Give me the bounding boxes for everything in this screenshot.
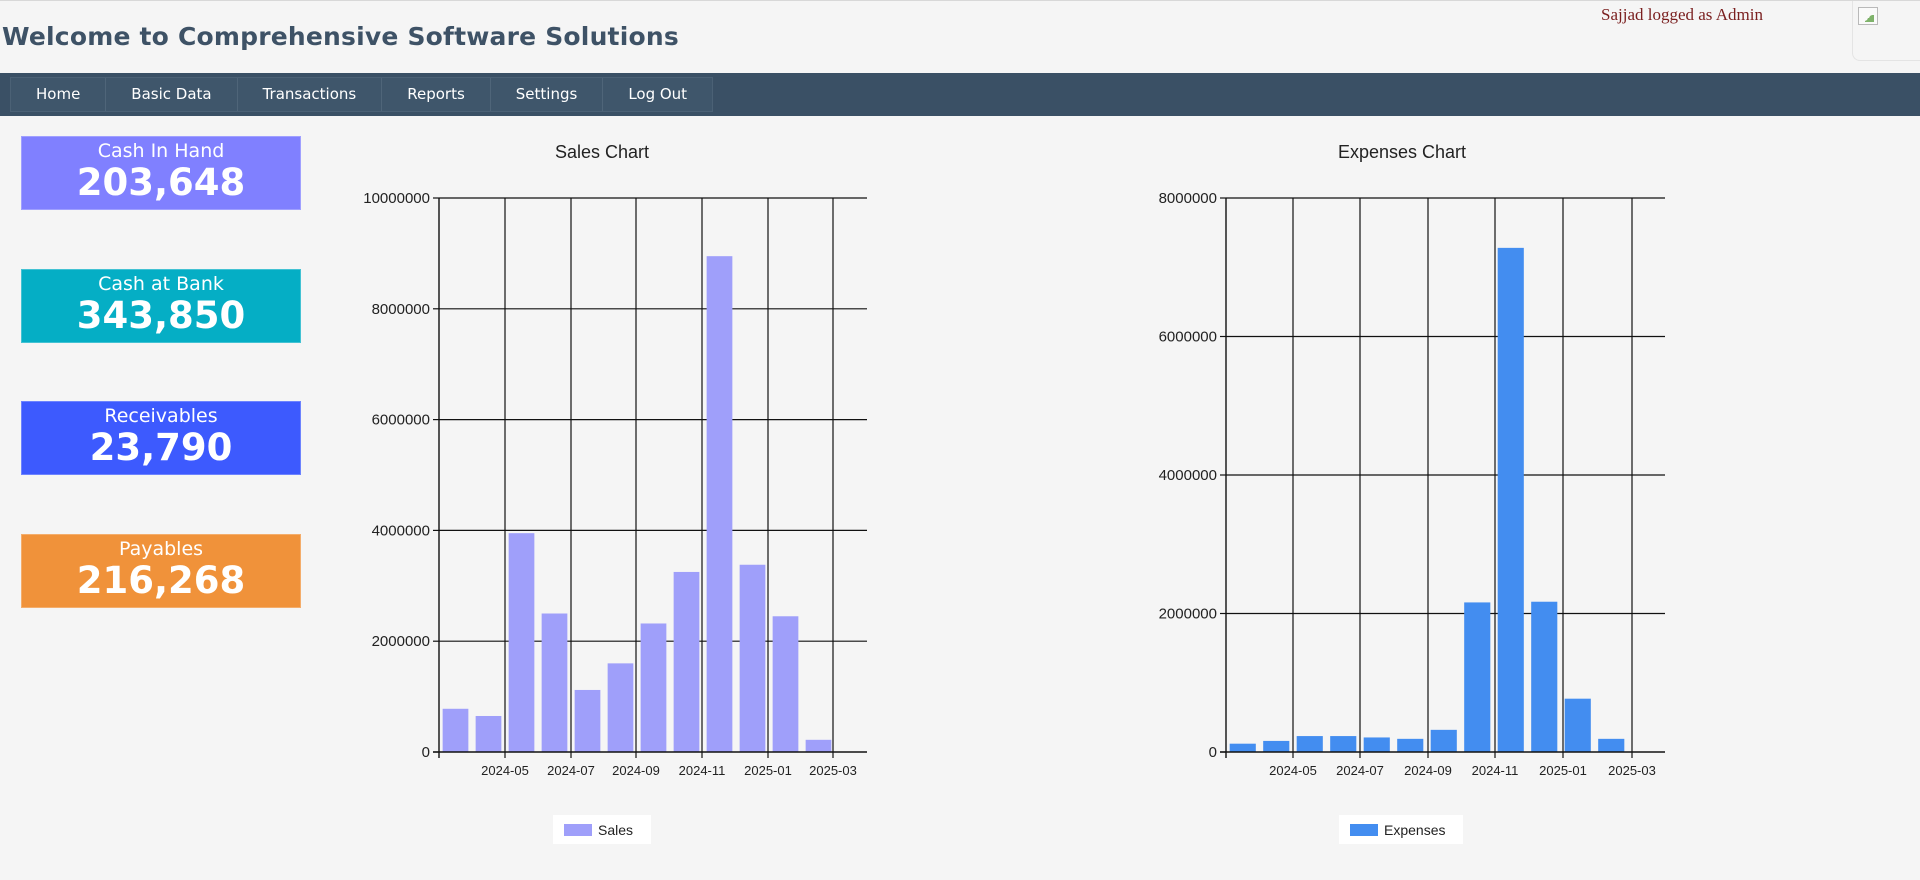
sales-bar [607,663,634,752]
expenses-x-tick-label: 2024-09 [1404,763,1452,778]
main-navbar: Home Basic Data Transactions Reports Set… [0,73,1920,116]
payables-card[interactable]: Payables 216,268 [21,534,301,608]
expenses-bar [1430,729,1457,752]
expenses-y-tick-label: 4000000 [1159,467,1217,484]
card-label: Receivables [104,405,218,427]
card-value: 23,790 [89,426,233,469]
sales-bar [640,623,667,752]
sales-x-tick-label: 2025-01 [744,763,792,778]
nav-transactions[interactable]: Transactions [237,78,383,111]
card-value: 343,850 [76,294,246,337]
sales-bar [574,689,601,752]
nav-settings[interactable]: Settings [490,78,604,111]
logged-in-user-text: Sajjad logged as Admin [1601,5,1763,24]
card-label: Cash In Hand [97,140,225,162]
nav-home[interactable]: Home [11,78,107,111]
sales-x-tick-label: 2024-11 [679,763,726,778]
sales-bar [475,715,502,752]
sales-bar [706,256,733,752]
receivables-card[interactable]: Receivables 23,790 [21,401,301,475]
sales-x-tick-label: 2024-05 [481,763,529,778]
sales-y-tick-label: 4000000 [372,522,430,539]
expenses-bar [1397,738,1424,752]
cash-at-bank-card[interactable]: Cash at Bank 343,850 [21,269,301,343]
sales-y-tick-label: 2000000 [372,633,430,650]
sales-x-tick-label: 2025-03 [809,763,857,778]
sales-bar [805,739,832,752]
nav-menu: Home Basic Data Transactions Reports Set… [10,77,714,112]
expenses-bar [1497,247,1524,753]
expenses-bar [1263,740,1290,752]
expenses-x-tick-label: 2024-11 [1472,763,1519,778]
sales-y-tick-label: 8000000 [372,301,430,318]
sales-legend-swatch [564,824,592,836]
expenses-x-tick-label: 2024-05 [1269,763,1317,778]
cash-in-hand-card[interactable]: Cash In Hand 203,648 [21,136,301,210]
user-avatar[interactable] [1852,1,1920,61]
expenses-y-tick-label: 0 [1209,744,1217,761]
card-value: 203,648 [76,161,246,204]
broken-image-icon [1858,7,1878,25]
page-title: Welcome to Comprehensive Software Soluti… [2,22,679,51]
expenses-legend-label: Expenses [1384,822,1445,838]
sales-bar [442,708,469,752]
nav-basic-data[interactable]: Basic Data [106,78,238,111]
sales-x-tick-label: 2024-07 [547,763,595,778]
expenses-y-tick-label: 6000000 [1159,329,1217,346]
sales-y-tick-label: 10000000 [363,190,430,207]
sales-bar [772,616,799,752]
expenses-y-tick-label: 2000000 [1159,606,1217,623]
expenses-bar [1296,736,1323,752]
expenses-bar [1598,738,1625,752]
nav-reports[interactable]: Reports [382,78,491,111]
expenses-x-tick-label: 2025-01 [1539,763,1587,778]
sales-y-tick-label: 6000000 [372,412,430,429]
expenses-bar [1363,737,1390,752]
sales-y-tick-label: 0 [422,744,430,761]
expenses-bar [1330,736,1357,752]
expenses-y-tick-label: 8000000 [1159,190,1217,207]
expenses-bar [1564,698,1591,752]
expenses-x-tick-label: 2025-03 [1608,763,1656,778]
sales-x-tick-label: 2024-09 [612,763,660,778]
sales-bar [739,564,766,752]
sales-chart-title: Sales Chart [555,142,649,162]
expenses-bar [1229,743,1256,752]
expenses-bar [1531,601,1558,752]
expenses-chart-title: Expenses Chart [1338,142,1466,162]
expenses-x-tick-label: 2024-07 [1336,763,1384,778]
sales-legend-label: Sales [598,822,633,838]
sales-bar [541,613,568,752]
sales-bar [508,533,535,752]
card-value: 216,268 [76,559,246,602]
card-label: Payables [118,538,204,560]
expenses-legend-swatch [1350,824,1378,836]
top-border [0,0,1920,1]
expenses-bar [1464,602,1491,752]
nav-log-out[interactable]: Log Out [603,78,713,111]
sales-bar [673,571,700,752]
card-label: Cash at Bank [98,273,224,295]
